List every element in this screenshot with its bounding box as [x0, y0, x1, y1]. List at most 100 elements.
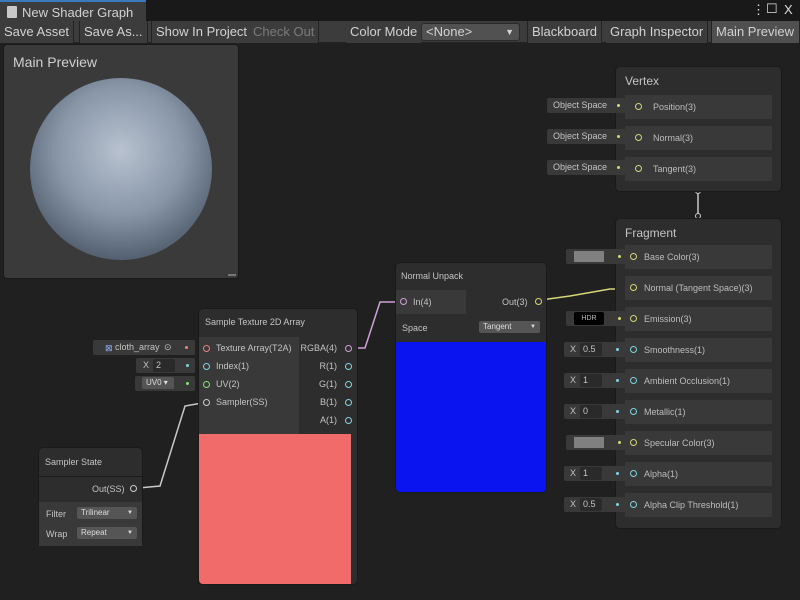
index-value[interactable]: 2 — [153, 359, 175, 372]
space-label: Object Space — [553, 162, 608, 172]
output-port-icon[interactable] — [345, 381, 352, 388]
color-swatch[interactable] — [574, 437, 604, 448]
float-value[interactable]: 0.5 — [580, 343, 602, 356]
float-value[interactable]: 1 — [580, 374, 602, 387]
preview-sphere[interactable] — [30, 78, 212, 260]
color-input[interactable] — [566, 435, 626, 450]
input-label: Index(1) — [216, 361, 250, 371]
normal-unpack-node[interactable]: Normal Unpack In(4) Out(3) Space Tangent… — [395, 262, 547, 493]
sampler-state-node[interactable]: Sampler State Out(SS) Filter Trilinear ▼ … — [38, 447, 143, 546]
slot-label: Specular Color(3) — [644, 438, 715, 448]
fragment-slot[interactable]: Emission(3) — [625, 307, 772, 331]
port-icon[interactable] — [630, 315, 637, 322]
port-icon[interactable] — [630, 439, 637, 446]
sample-texture-2d-array-node[interactable]: Sample Texture 2D Array Texture Array(T2… — [198, 308, 358, 585]
fragment-slot[interactable]: Alpha Clip Threshold(1) — [625, 493, 772, 517]
index-input[interactable]: X 2 — [136, 358, 195, 373]
port-icon[interactable] — [630, 346, 637, 353]
fragment-slot[interactable]: Smoothness(1) — [625, 338, 772, 362]
slot-label: Alpha(1) — [644, 469, 679, 479]
port-icon[interactable] — [630, 253, 637, 260]
fragment-slot[interactable]: Specular Color(3) — [625, 431, 772, 455]
vertex-title: Vertex — [625, 74, 660, 88]
edge-rgba-to-in — [351, 301, 398, 349]
vertex-slot-position[interactable]: Position(3) — [625, 95, 772, 119]
output-label: RGBA(4) — [300, 343, 337, 353]
position-space-input[interactable]: Object Space — [547, 98, 625, 113]
out-label: Out(SS) — [92, 484, 125, 494]
fragment-slot[interactable]: Alpha(1) — [625, 462, 772, 486]
output-port-icon[interactable] — [345, 399, 352, 406]
color-input[interactable] — [566, 249, 626, 264]
port-icon[interactable] — [630, 377, 637, 384]
input-port-icon[interactable] — [203, 345, 210, 352]
input-port-icon[interactable] — [203, 381, 210, 388]
vertex-slot-normal[interactable]: Normal(3) — [625, 126, 772, 150]
port-icon[interactable] — [630, 284, 637, 291]
resize-handle[interactable] — [228, 274, 236, 276]
node-title: Normal Unpack — [401, 271, 464, 281]
slot-label: Emission(3) — [644, 314, 692, 324]
fragment-slot[interactable]: Ambient Occlusion(1) — [625, 369, 772, 393]
output-port-icon[interactable] — [345, 345, 352, 352]
hdr-color-input[interactable]: HDR — [566, 311, 626, 326]
output-port-icon[interactable] — [345, 417, 352, 424]
port-icon[interactable] — [630, 470, 637, 477]
blackboard-button[interactable]: Blackboard — [527, 21, 603, 43]
out-port-icon[interactable] — [535, 298, 542, 305]
close-icon[interactable]: X — [784, 2, 793, 17]
maximize-icon[interactable]: ☐ — [766, 1, 778, 16]
uv-value: UV0 — [146, 378, 162, 387]
texture-array-input[interactable]: ⊠ cloth_array ⊙ — [93, 340, 195, 355]
port-icon[interactable] — [630, 501, 637, 508]
main-preview-title: Main Preview — [13, 54, 98, 70]
port-icon[interactable] — [635, 165, 642, 172]
space-label: Object Space — [553, 100, 608, 110]
more-menu-icon[interactable]: ⋮ — [752, 2, 765, 17]
filter-dropdown[interactable]: Trilinear ▼ — [77, 507, 137, 519]
normal-space-input[interactable]: Object Space — [547, 129, 625, 144]
output-port-icon[interactable] — [345, 363, 352, 370]
in-port-icon[interactable] — [400, 298, 407, 305]
fragment-slot[interactable]: Normal (Tangent Space)(3) — [625, 276, 772, 300]
vertex-slot-tangent[interactable]: Tangent(3) — [625, 157, 772, 181]
color-mode-dropdown[interactable]: <None> ▼ — [421, 23, 520, 41]
out-port-icon[interactable] — [130, 485, 137, 492]
float-value[interactable]: 1 — [580, 467, 602, 480]
float-input[interactable]: X 0.5 — [564, 497, 626, 512]
input-label: UV(2) — [216, 379, 240, 389]
space-value: Tangent — [483, 322, 512, 331]
window-tab[interactable]: New Shader Graph — [0, 0, 146, 21]
color-swatch[interactable] — [574, 251, 604, 262]
float-input[interactable]: X 0.5 — [564, 342, 626, 357]
tangent-space-input[interactable]: Object Space — [547, 160, 625, 175]
slot-label: Tangent(3) — [653, 164, 697, 174]
float-value[interactable]: 0.5 — [580, 498, 602, 511]
show-in-project-button[interactable]: Show In Project — [151, 21, 253, 43]
uv-input[interactable]: UV0 ▾ — [135, 376, 195, 391]
output-label: G(1) — [319, 379, 337, 389]
port-icon[interactable] — [635, 103, 642, 110]
input-port-icon[interactable] — [203, 363, 210, 370]
save-as-button[interactable]: Save As... — [79, 21, 148, 43]
input-port-icon[interactable] — [203, 399, 210, 406]
title-bar: New Shader Graph ⋮ ☐ X — [0, 0, 800, 21]
float-value[interactable]: 0 — [580, 405, 602, 418]
fragment-slot[interactable]: Base Color(3) — [625, 245, 772, 269]
vertex-block: Vertex Position(3) Normal(3) Tangent(3) — [615, 66, 782, 192]
object-picker-icon[interactable]: ⊙ — [164, 342, 172, 352]
fragment-slot[interactable]: Metallic(1) — [625, 400, 772, 424]
port-icon[interactable] — [630, 408, 637, 415]
uv-dropdown[interactable]: UV0 ▾ — [142, 377, 174, 389]
main-preview-button[interactable]: Main Preview — [711, 21, 800, 43]
port-icon[interactable] — [635, 134, 642, 141]
space-label: Space — [402, 323, 428, 333]
save-asset-button[interactable]: Save Asset — [0, 21, 75, 43]
graph-inspector-button[interactable]: Graph Inspector — [606, 21, 709, 43]
hdr-value[interactable]: HDR — [574, 312, 604, 325]
space-dropdown[interactable]: Tangent ▼ — [479, 321, 540, 333]
wrap-dropdown[interactable]: Repeat ▼ — [77, 527, 137, 539]
